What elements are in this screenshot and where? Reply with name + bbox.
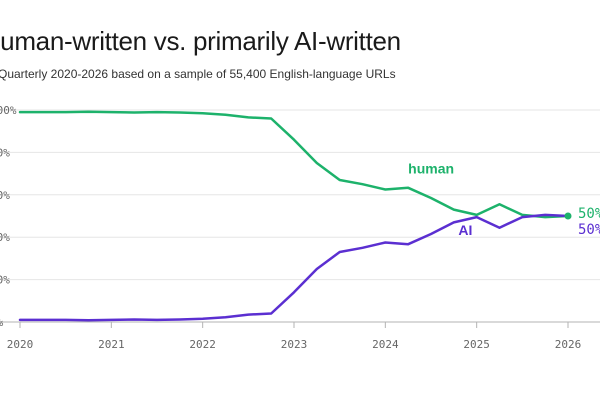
x-tick-label-2023: 2023: [281, 338, 308, 351]
end-label-ai: 50%: [578, 222, 600, 238]
x-tick-label-2024: 2024: [372, 338, 399, 351]
x-tick-label-2022: 2022: [189, 338, 216, 351]
y-tick-label-40: 40%: [0, 231, 10, 244]
series-label-human: human: [408, 161, 454, 177]
x-tick-label-2025: 2025: [463, 338, 490, 351]
series-line-ai: [18, 213, 570, 322]
y-tick-label-80: 80%: [0, 146, 10, 159]
y-tick-label-0: 0%: [0, 316, 4, 329]
end-point-marker: [564, 212, 572, 220]
x-tick-label-2021: 2021: [98, 338, 125, 351]
series-line-human: [18, 110, 570, 219]
y-tick-label-20: 20%: [0, 274, 10, 287]
x-tick-label-2026: 2026: [555, 338, 582, 351]
x-tick-label-2020: 2020: [7, 338, 34, 351]
chart-title: human-written vs. primarily AI-written: [0, 26, 401, 56]
series-label-ai: AI: [458, 222, 472, 238]
y-tick-label-60: 60%: [0, 189, 10, 202]
y-tick-label-100: 100%: [0, 104, 17, 117]
end-label-human: 50%: [578, 206, 600, 222]
chart-subtitle: Quarterly 2020-2026 based on a sample of…: [0, 67, 396, 81]
